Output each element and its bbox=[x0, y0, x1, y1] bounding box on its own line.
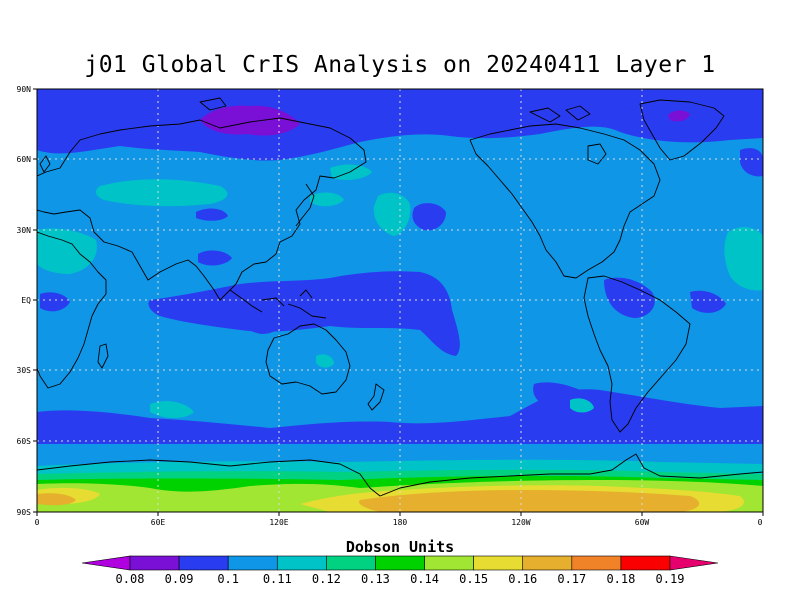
y-tick-label: 90N bbox=[17, 85, 32, 94]
colorbar-swatch bbox=[326, 555, 376, 571]
field-greenland-min bbox=[668, 110, 690, 122]
colorbar-level-label: 0.18 bbox=[606, 572, 635, 586]
colorbar-level-label: 0.08 bbox=[116, 572, 145, 586]
field-s-pacific-low bbox=[533, 382, 582, 410]
colorbar-level-label: 0.14 bbox=[410, 572, 439, 586]
x-tick-label: 0 bbox=[758, 518, 763, 527]
field-atlantic-low bbox=[690, 290, 726, 313]
coast-africa bbox=[37, 231, 107, 389]
colorbar-level-label: 0.09 bbox=[165, 572, 194, 586]
field-arctic-band bbox=[37, 89, 763, 97]
field-indian-mid bbox=[150, 401, 194, 418]
coastlines bbox=[37, 97, 763, 497]
coast-north-america bbox=[469, 123, 661, 279]
field-pacific-cell bbox=[373, 192, 411, 236]
colorbar-swatch bbox=[571, 555, 622, 571]
colorbar-lower-extend bbox=[81, 555, 131, 571]
field-africa-low bbox=[40, 292, 70, 312]
y-tick-label: 90S bbox=[17, 508, 32, 517]
gridlines bbox=[37, 89, 763, 512]
colorbar-level-label: 0.15 bbox=[459, 572, 488, 586]
colorbar-swatch bbox=[620, 555, 671, 571]
coast-madagascar bbox=[97, 343, 109, 369]
coast-new-zealand bbox=[367, 383, 385, 411]
colorbar-swatch bbox=[276, 555, 327, 571]
field-arctic-sea bbox=[330, 164, 372, 180]
y-tick-label: 30N bbox=[17, 226, 32, 235]
colorbar-level-label: 0.13 bbox=[361, 572, 390, 586]
x-tick-label: 180 bbox=[393, 518, 408, 527]
field-mid-asia bbox=[95, 179, 228, 207]
tick-marks bbox=[33, 88, 764, 516]
y-tick-label: EQ bbox=[21, 296, 31, 305]
field-n-atlantic-low bbox=[740, 148, 763, 177]
colorbar-swatch bbox=[129, 555, 180, 571]
map-title: j01 Global CrIS Analysis on 20240411 Lay… bbox=[84, 52, 716, 78]
colorbar-upper-extend bbox=[669, 555, 719, 571]
colorbar-level-label: 0.12 bbox=[312, 572, 341, 586]
field-tropical-low bbox=[148, 271, 460, 356]
coast-japan bbox=[295, 183, 315, 227]
colorbar-swatch bbox=[227, 555, 278, 571]
x-tick-label: 120W bbox=[511, 518, 530, 527]
coast-australia bbox=[265, 323, 351, 395]
colorbar-swatch bbox=[178, 555, 229, 571]
field-band-orange bbox=[37, 490, 700, 512]
y-tick-label: 30S bbox=[17, 366, 32, 375]
coast-eurasia bbox=[37, 117, 367, 301]
field-indonesia-low bbox=[232, 295, 284, 334]
field-s-ocean-mid bbox=[570, 398, 594, 413]
colorbar-swatch bbox=[522, 555, 573, 571]
field-japan-low bbox=[196, 208, 228, 221]
coast-antarctica bbox=[37, 453, 763, 497]
x-tick-label: 0 bbox=[35, 518, 40, 527]
colorbar-title: Dobson Units bbox=[346, 538, 454, 556]
colorbar-level-label: 0.11 bbox=[263, 572, 292, 586]
coast-greenland bbox=[639, 99, 725, 161]
colorbar-swatch bbox=[375, 555, 425, 571]
field-china-low bbox=[198, 250, 232, 266]
y-axis-labels: 90N 60N 30N EQ 30S 60S 90S bbox=[17, 85, 32, 517]
colorbar: 0.08 0.09 0.1 0.11 0.12 0.13 0.14 0.15 0.16 0.17 0… bbox=[81, 555, 719, 586]
field-eurasia-east bbox=[310, 192, 344, 207]
colorbar-swatch bbox=[424, 555, 474, 571]
colorbar-level-label: 0.17 bbox=[557, 572, 586, 586]
y-tick-label: 60N bbox=[17, 155, 32, 164]
colorbar-level-label: 0.1 bbox=[217, 572, 239, 586]
field-siberia-min bbox=[200, 105, 300, 136]
coast-south-america bbox=[583, 275, 691, 433]
coast-uk bbox=[39, 155, 51, 173]
x-tick-label: 120E bbox=[269, 518, 288, 527]
coast-hudson bbox=[587, 143, 607, 165]
colorbar-level-label: 0.19 bbox=[656, 572, 685, 586]
x-tick-label: 60W bbox=[635, 518, 650, 527]
coast-indonesia bbox=[229, 289, 327, 319]
x-axis-labels: 0 60E 120E 180 120W 60W 0 bbox=[35, 518, 763, 527]
colorbar-level-label: 0.16 bbox=[508, 572, 537, 586]
y-tick-label: 60S bbox=[17, 437, 32, 446]
field-n-atlantic-hi bbox=[724, 227, 763, 291]
coast-arctic-islands bbox=[199, 97, 591, 123]
colorbar-swatch bbox=[473, 555, 524, 571]
field-australia-mid bbox=[316, 354, 334, 368]
field-n-africa-hi bbox=[37, 228, 97, 274]
field-pacific-min bbox=[412, 203, 446, 231]
x-tick-label: 60E bbox=[151, 518, 166, 527]
